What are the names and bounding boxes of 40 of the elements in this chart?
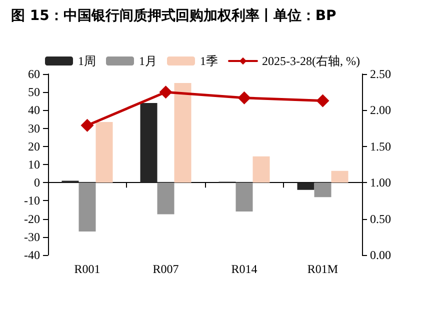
legend-label: 1月 (139, 54, 157, 68)
point (80, 118, 94, 132)
y2-tick-label: 0.00 (370, 248, 391, 262)
point (159, 86, 172, 99)
y-tick-label: 10 (28, 158, 40, 172)
y2-tick-label: 2.50 (370, 67, 391, 81)
x-tick-label: R007 (152, 262, 179, 276)
legend-label: 1季 (200, 54, 218, 68)
y-tick-label: -20 (24, 212, 40, 226)
bar (140, 102, 158, 183)
y-tick-label: -10 (24, 194, 40, 208)
bar (314, 182, 332, 198)
y2-tick-label: 1.00 (370, 176, 391, 190)
y-tick-label: 0 (34, 176, 40, 190)
bar (252, 156, 270, 183)
y2-tick-label: 1.50 (370, 139, 391, 154)
y2-tick-label: 2.00 (370, 103, 391, 118)
y2-tick-label: 0.50 (370, 212, 391, 226)
point (238, 91, 251, 104)
y-tick-label: 50 (28, 85, 40, 100)
x-tick-label: R01M (307, 262, 338, 276)
x-tick-label: R001 (74, 262, 100, 276)
point (316, 94, 330, 108)
x-tick-label: R014 (231, 262, 258, 276)
legend-label: 1周 (78, 54, 96, 68)
bar (174, 83, 192, 183)
bar (331, 170, 348, 183)
chart-title: 图 15：中国银行间质押式回购加权利率丨单位：BP (11, 7, 336, 24)
y-tick-label: -40 (24, 248, 40, 262)
bar (157, 182, 174, 214)
legend-label: 2025-3-28(右轴, %) (262, 54, 360, 68)
y-tick-label: 20 (28, 139, 40, 154)
y-tick-label: 60 (28, 67, 40, 81)
y-tick-label: 30 (28, 121, 40, 136)
bar (78, 182, 96, 232)
y-tick-label: 40 (28, 103, 40, 118)
bar (236, 182, 253, 212)
bar (297, 182, 314, 190)
y-tick-label: -30 (24, 230, 40, 244)
bar (96, 122, 113, 183)
